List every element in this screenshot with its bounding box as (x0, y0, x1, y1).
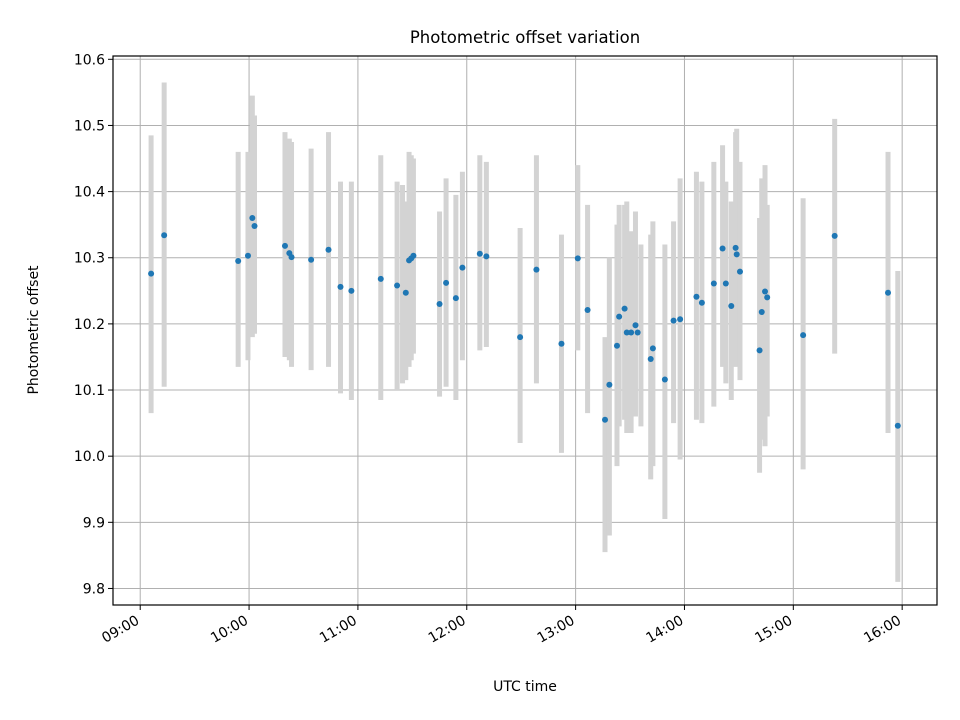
data-point (148, 270, 155, 277)
data-point (632, 322, 639, 329)
data-point (348, 287, 355, 294)
y-tick-label: 10.5 (74, 118, 105, 134)
data-point (574, 255, 581, 262)
data-point (483, 253, 490, 260)
data-point (377, 275, 384, 282)
y-tick-label: 10.6 (74, 52, 105, 68)
plot-frame (112, 55, 938, 606)
data-point (394, 282, 401, 289)
data-point (649, 345, 656, 352)
y-tick-label: 10.2 (74, 317, 105, 333)
data-point (831, 232, 838, 239)
data-point (308, 256, 315, 263)
data-point (161, 232, 168, 239)
x-axis-label: UTC time (493, 679, 557, 695)
data-point (558, 340, 565, 347)
data-point (281, 242, 288, 249)
data-point (634, 329, 641, 336)
data-point (410, 252, 417, 259)
data-point (719, 245, 726, 252)
data-point (623, 329, 630, 336)
data-point (722, 280, 729, 287)
y-axis-label: Photometric offset (26, 265, 42, 395)
y-tick-label: 9.8 (83, 581, 105, 597)
data-point (800, 332, 807, 339)
y-tick-label: 10.3 (74, 251, 105, 267)
data-point (452, 295, 459, 302)
chart-title: Photometric offset variation (410, 28, 640, 47)
data-point (244, 252, 251, 259)
data-points (148, 215, 901, 429)
data-point (606, 381, 613, 388)
data-point (251, 222, 258, 229)
y-tick-label: 10.4 (74, 185, 105, 201)
y-axis-ticks: 9.8 9.9 10.0 10.1 10.2 10.3 10.4 10.5 10.6 (74, 52, 113, 597)
data-point (584, 306, 591, 313)
data-point (698, 299, 705, 306)
data-point (443, 279, 450, 286)
y-tick-label: 9.9 (83, 515, 105, 531)
data-point (288, 254, 295, 261)
data-point (459, 264, 466, 271)
data-point (693, 293, 700, 300)
data-point (337, 283, 344, 290)
data-point (235, 258, 242, 265)
data-point (677, 316, 684, 323)
data-point (756, 347, 763, 354)
data-point (249, 215, 256, 222)
data-point (602, 416, 609, 423)
y-tick-label: 10.1 (74, 383, 105, 399)
data-point (533, 266, 540, 273)
data-point (436, 301, 443, 308)
data-point (732, 244, 739, 251)
data-point (762, 288, 769, 295)
data-point (628, 329, 635, 336)
y-tick-label: 10.0 (74, 449, 105, 465)
data-point (710, 280, 717, 287)
data-point (758, 308, 765, 315)
data-point (402, 289, 409, 296)
data-point (647, 355, 654, 362)
data-point (733, 251, 740, 258)
data-point (613, 342, 620, 349)
data-point (517, 334, 524, 341)
data-point (736, 268, 743, 275)
data-point (894, 422, 901, 429)
data-point (670, 317, 677, 324)
data-point (728, 303, 735, 310)
data-point (325, 246, 332, 253)
data-point (885, 289, 892, 296)
data-point (764, 294, 771, 301)
data-point (616, 313, 623, 320)
data-point (476, 250, 483, 257)
grid (113, 56, 937, 605)
data-point (621, 305, 628, 312)
data-point (661, 376, 668, 383)
